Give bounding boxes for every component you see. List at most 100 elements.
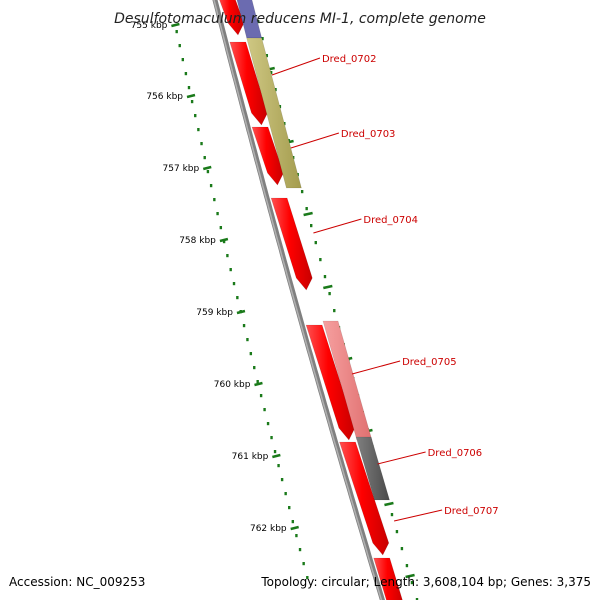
cds-feature[interactable] (251, 126, 284, 186)
axis-dot (178, 44, 181, 48)
annotation-feature-olive[interactable] (246, 37, 302, 189)
scale-major-tick (384, 501, 394, 507)
axis-dot (194, 114, 197, 118)
cds-feature[interactable] (373, 557, 404, 600)
axis-dot (242, 324, 246, 328)
scale-dot (415, 598, 419, 600)
axis-major-tick (202, 165, 212, 171)
scale-dot (314, 241, 317, 245)
axis-dot (184, 72, 188, 76)
axis-major-tick (171, 22, 180, 28)
axis-dot (206, 170, 210, 174)
tick-labels: 755 kbp 756 kbp 757 kbp 758 kbp 759 kbp 760 k… (131, 21, 299, 534)
axis-dot (249, 352, 253, 356)
scale-dot (390, 513, 394, 517)
axis-dot (222, 240, 226, 244)
gene-label[interactable]: Dred_0704 (363, 215, 418, 226)
axis-dot (200, 142, 203, 146)
gene-label[interactable]: Dred_0706 (428, 448, 483, 459)
map-title: Desulfotomaculum reducens MI-1, complete… (114, 11, 486, 27)
axis-dot (203, 156, 206, 160)
scale-major-tick (303, 211, 313, 217)
tick-label: 759 kbp (196, 308, 233, 318)
axis-dot (236, 296, 239, 300)
tick-label: 761 kbp (232, 452, 269, 462)
scale-dot (257, 20, 260, 24)
axis-major-tick (219, 237, 229, 243)
scale-dot (395, 530, 399, 534)
gene-label[interactable]: Dred_0707 (444, 506, 499, 517)
tick-label: 758 kbp (179, 236, 216, 246)
axis-dot (216, 212, 219, 216)
axis-dot (190, 100, 194, 104)
scale-dot (310, 224, 313, 228)
tick-label: 756 kbp (146, 92, 183, 102)
scale-dot (300, 190, 304, 194)
tick-label: 757 kbp (163, 164, 200, 174)
gene-label[interactable]: Dred_0703 (341, 129, 396, 140)
tick-label: 760 kbp (214, 380, 251, 390)
axis-dot (288, 506, 291, 510)
gene-labels: Dred_0702 Dred_0703 Dred_0704 Dred_0705 Dred… (271, 54, 499, 522)
cds-feature[interactable] (270, 197, 313, 291)
axis-dot (273, 450, 277, 454)
backbone-highlight (213, 0, 383, 600)
axis-dot (246, 338, 249, 342)
genome-stats-text: Topology: circular; Length: 3,608,104 bp… (260, 575, 591, 589)
gene-leader-line (377, 451, 426, 465)
axis-dot (226, 254, 229, 258)
feature-track (218, 0, 404, 600)
axis-major-tick (272, 453, 281, 459)
axis-dot (197, 128, 200, 132)
gene-label[interactable]: Dred_0705 (402, 357, 457, 368)
axis-dot (270, 436, 273, 440)
axis-dot (277, 464, 280, 468)
axis-dot (253, 366, 256, 370)
genome-backbone (212, 0, 386, 600)
scale-dot (269, 71, 273, 75)
axis-dot (284, 492, 287, 496)
axis-dot (263, 408, 266, 412)
axis-dot (229, 268, 232, 272)
cds-feature[interactable] (305, 324, 356, 441)
annotation-feature-gray[interactable] (355, 436, 390, 501)
axis-dot (175, 30, 178, 34)
axis-dot (291, 520, 295, 524)
axis-dot (181, 58, 185, 62)
axis-dot (187, 86, 191, 90)
axis-dot (298, 548, 302, 552)
cds-feature[interactable] (218, 0, 245, 36)
axis-dot (256, 380, 259, 384)
gene-leader-line (290, 132, 340, 149)
backbone-line (212, 0, 386, 600)
scale-major-tick (405, 573, 415, 579)
scale-dot (410, 581, 414, 585)
axis-dot (266, 422, 270, 426)
gene-label[interactable]: Dred_0702 (322, 54, 377, 65)
axis-dot (232, 282, 236, 286)
scale-dot (305, 207, 308, 211)
axis-dot (213, 198, 216, 202)
axis-major-tick (254, 381, 263, 387)
gene-leader-line (271, 57, 321, 76)
scale-dot (405, 564, 409, 568)
cds-feature[interactable] (229, 41, 268, 126)
tick-label: 762 kbp (250, 524, 287, 534)
tick-label: 755 kbp (131, 21, 168, 31)
axis-major-tick (290, 525, 299, 531)
accession-text: Accession: NC_009253 (9, 575, 145, 589)
cds-feature[interactable] (339, 441, 390, 556)
scale-dot (400, 547, 404, 551)
scale-dot (333, 309, 336, 313)
axis-dot (280, 478, 284, 482)
axis-dot (306, 576, 309, 580)
axis-dot (259, 394, 263, 398)
scale-major-tick (323, 284, 333, 290)
scale-dot (274, 88, 277, 92)
axis-dot (209, 184, 213, 188)
gene-leader-line (351, 360, 401, 375)
scale-dot (323, 275, 327, 279)
scale-dot (319, 258, 322, 262)
axis-dot (302, 562, 305, 566)
